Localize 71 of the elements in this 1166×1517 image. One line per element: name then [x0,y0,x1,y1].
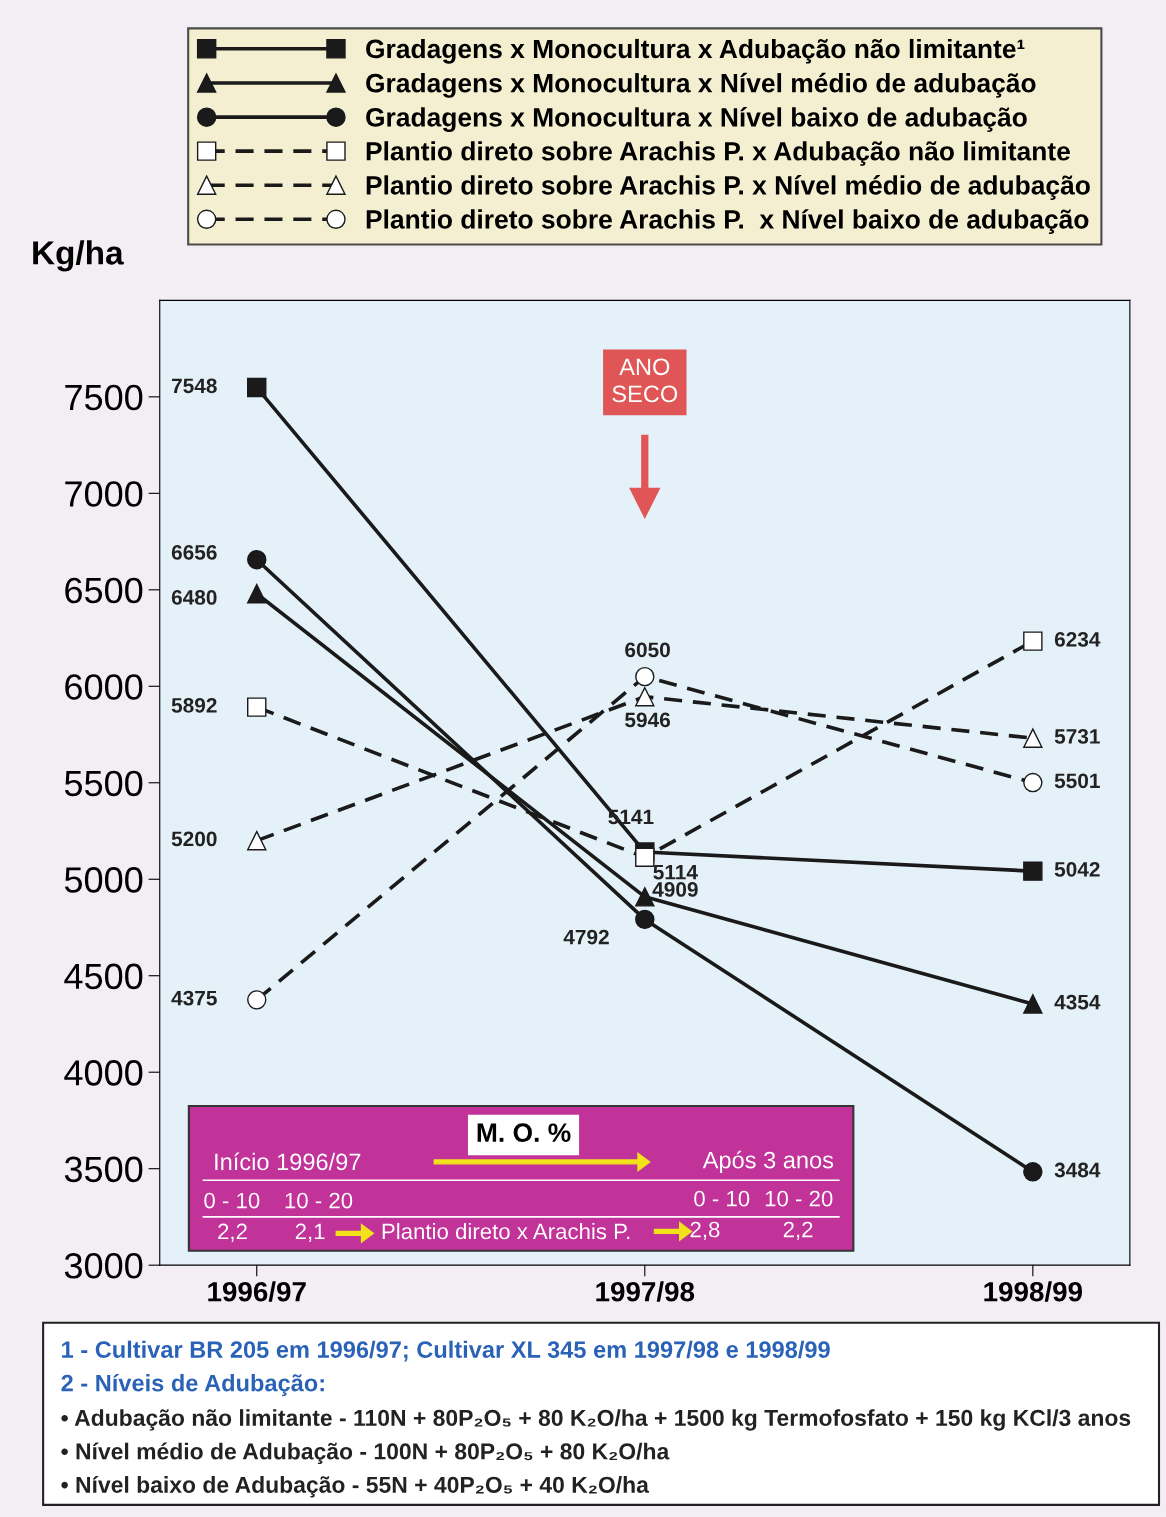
annotation: Início 1996/97 [215,1152,361,1171]
legend-label: Plantio direto sobre Arachis P. x Adubação não limitante [366,141,1070,166]
point [635,847,655,867]
point [1023,1162,1043,1182]
data-label: 5731 [1054,729,1100,744]
annotation: Plantio direto x Arachis P. [382,1222,630,1240]
text: • Adubação não limitante - 110N + 80P₂O₅ + 80 K₂O/ha + 1500 kg Termofosfato + 150 kg KCl/3 anos [61,1409,1131,1431]
y-tick-label: 7000 [65,481,143,507]
point [1023,631,1043,651]
y-tick-label: 6000 [65,674,143,700]
annotation: M. O. % [477,1123,571,1143]
y-tick-label: 3000 [64,1253,143,1279]
data-label: 4375 [171,990,217,1006]
annotation: 0 - 10 [204,1192,260,1209]
data-label: 6656 [171,544,217,560]
annotation: 2,2 [218,1223,247,1242]
data-label: 5946 [625,712,670,728]
data-label: 3484 [1054,1162,1101,1178]
legend-label: Plantio direto sobre Arachis P. x Nível médio de adubação [366,175,1090,200]
data-label: 5200 [171,831,217,847]
legend-label: Plantio direto sobre Arachis P. x Nível baixo de adubação [366,209,1089,234]
text: • Nível baixo de Adubação - 55N + 40P₂O₅ + 40 K₂O/ha [61,1475,650,1498]
x-tick-label: 1998/99 [984,1281,1083,1302]
point [1023,772,1043,793]
point [247,990,267,1010]
data-label: 4909 [652,882,698,897]
data-label: 4354 [1054,994,1101,1010]
data-label: 5042 [1054,861,1100,877]
annotation: 10 - 20 [765,1190,833,1207]
point [247,830,267,851]
data-label: 6234 [1054,631,1101,647]
data-label: 5114 [653,864,698,880]
y-tick-label: 5500 [64,770,143,797]
legend-label: Gradagens x Monocultura x Adubação não limitante¹ [366,38,1025,64]
y-axis-title: Kg/ha [33,240,124,272]
data-label: 6050 [625,642,670,658]
data-label: 5892 [171,697,217,713]
y-tick-label: 4500 [64,963,143,990]
y-tick-label: 4000 [64,1060,143,1086]
data-label: 6480 [171,590,217,605]
annotation: Após 3 anos [702,1150,834,1174]
annotation: 10 - 20 [285,1192,353,1209]
y-tick-label: 6500 [65,577,143,604]
point [635,909,655,930]
legend-label: Gradagens x Monocultura x Nível baixo de adubação [366,107,1027,132]
annotation: 2,8 [690,1221,720,1240]
data-label: 7548 [171,378,217,394]
point [635,686,655,707]
text: 1 - Cultivar BR 205 em 1996/97; Cultivar XL 345 em 1997/98 e 1998/99 [62,1340,830,1362]
point [1023,728,1043,748]
point [247,377,267,398]
point [247,549,267,570]
point [1023,861,1043,881]
text: • Nível médio de Adubação - 100N + 80P₂O₅ + 80 K₂O/ha [61,1442,670,1465]
text: 2 - Níveis de Adubação: [61,1373,324,1397]
point [247,697,267,717]
annotation: ANO SECO [612,358,678,403]
annotation: 2,1 [295,1223,325,1242]
legend-label: Gradagens x Monocultura x Nível médio de adubação [366,72,1036,98]
annotation: 2,2 [783,1221,813,1240]
point [635,666,655,687]
data-label: 5501 [1054,773,1100,789]
x-tick-label: 1997/98 [596,1281,695,1302]
y-tick-label: 7500 [65,384,143,411]
point [247,583,267,604]
annotation: 0 - 10 [694,1190,750,1207]
data-label: 4792 [563,929,609,945]
y-tick-label: 5000 [64,867,143,893]
x-tick-label: 1996/97 [208,1281,306,1302]
y-tick-label: 3500 [64,1156,143,1183]
point [1023,994,1043,1014]
